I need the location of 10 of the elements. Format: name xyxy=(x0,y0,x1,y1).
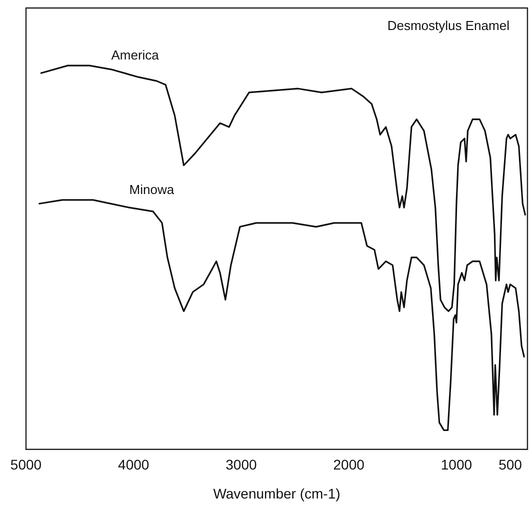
x-tick-label: 500 xyxy=(498,456,522,473)
x-tick-label: 1000 xyxy=(440,456,472,473)
x-tick-label: 5000 xyxy=(10,456,42,473)
x-tick-label: 3000 xyxy=(226,456,258,473)
chart-title: Desmostylus Enamel xyxy=(387,18,510,34)
series-label: America xyxy=(111,48,160,63)
x-tick-label: 2000 xyxy=(333,456,365,473)
x-tick-label: 4000 xyxy=(118,456,150,473)
x-axis-title: Wavenumber (cm-1) xyxy=(213,485,340,502)
series-label: Minowa xyxy=(129,182,175,197)
